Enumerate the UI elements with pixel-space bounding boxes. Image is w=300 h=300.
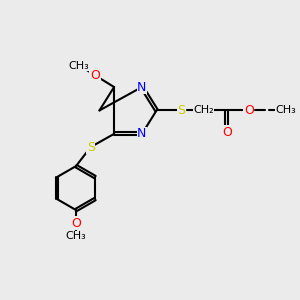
Text: N: N — [137, 128, 147, 140]
Text: O: O — [222, 126, 232, 139]
Text: O: O — [90, 69, 100, 82]
Text: CH₃: CH₃ — [66, 231, 86, 242]
Text: CH₂: CH₂ — [193, 106, 214, 116]
Text: S: S — [87, 141, 94, 154]
Text: S: S — [177, 104, 185, 117]
Text: O: O — [71, 217, 81, 230]
Text: O: O — [244, 104, 254, 117]
Text: N: N — [137, 80, 147, 94]
Text: CH₃: CH₃ — [69, 61, 89, 70]
Text: CH₃: CH₃ — [275, 106, 296, 116]
